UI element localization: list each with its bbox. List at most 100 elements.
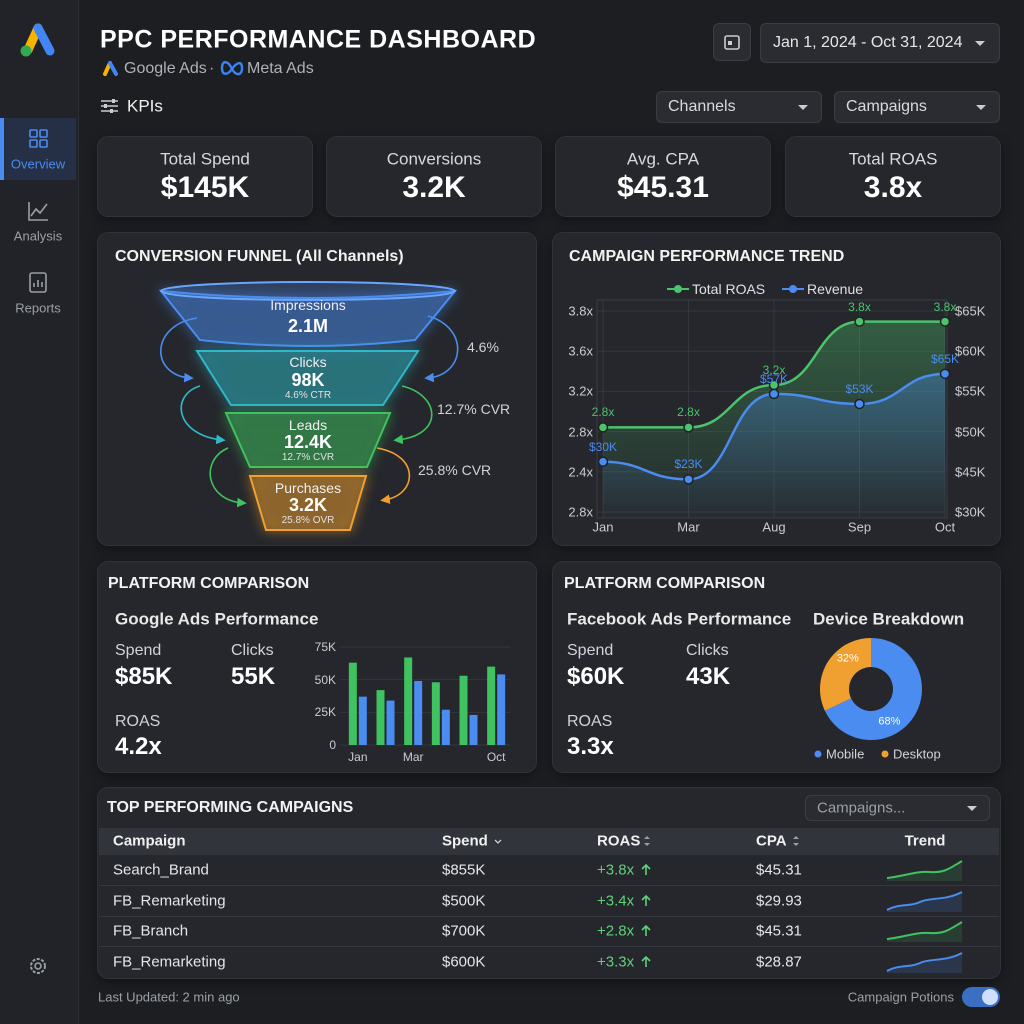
kpi-label: Total ROAS (848, 149, 938, 169)
y2-tick-label: $55K (955, 383, 986, 399)
toggle-label: Campaign Potions (847, 989, 954, 1005)
kpi-value: 3.2K (402, 171, 466, 204)
table-cell: $500K (442, 892, 486, 910)
kpi-value: $45.31 (617, 171, 709, 204)
stage-name: Purchases (274, 480, 342, 496)
nav-item[interactable]: Overview (10, 156, 66, 172)
y2-tick-label: $60K (955, 343, 986, 359)
legend-label: Mobile (826, 746, 865, 762)
legend-label: Total ROAS (692, 281, 766, 297)
stage-value: 98K (291, 370, 325, 390)
column-header: Campaign (113, 832, 186, 850)
card-title: CAMPAIGN PERFORMANCE TREND (569, 248, 845, 265)
channels-dropdown[interactable] (656, 91, 822, 123)
table-cell: +2.8x (597, 922, 635, 940)
data-label: $30K (588, 439, 618, 454)
sidebar-selected (0, 118, 76, 180)
kpi-card (327, 137, 541, 216)
metric-label: Clicks (231, 642, 274, 659)
table-search-dropdown[interactable] (805, 795, 990, 821)
x-tick-label: Sep (847, 519, 872, 535)
metric-label: Spend (567, 642, 614, 659)
data-label: 3.8x (848, 299, 871, 314)
y-tick-label: 50K (314, 672, 336, 687)
data-label: $23K (674, 457, 703, 472)
table-cell: +3.3x (597, 953, 635, 971)
platform-card (553, 562, 1000, 772)
data-label: 3.2x (762, 363, 786, 378)
stage-rate: 25.8% OVR (281, 515, 335, 526)
kpi-card (98, 137, 312, 216)
date-range[interactable]: Jan 1, 2024 - Oct 31, 2024 (773, 34, 963, 51)
y-tick-label: 2.8x (568, 504, 593, 520)
column-header[interactable]: ROAS (597, 832, 641, 850)
toggle-knob (982, 989, 998, 1005)
stage-name: Leads (288, 417, 328, 433)
calendar-button[interactable] (713, 23, 751, 61)
x-tick-label: Oct (934, 519, 956, 535)
y-tick-label: 3.6x (568, 343, 593, 359)
metric-value: $85K (115, 663, 173, 690)
nav-item[interactable]: Analysis (13, 228, 63, 244)
row-divider (99, 885, 999, 886)
table-cell: +3.8x (597, 861, 635, 879)
trend-card (553, 233, 1000, 545)
kpi-value: $145K (160, 171, 250, 204)
table-header-bar (99, 828, 999, 855)
x-tick-label: Mar (402, 750, 424, 764)
dropdown-label[interactable]: Channels (668, 98, 736, 115)
date-range-dropdown[interactable] (760, 23, 1000, 63)
table-cell: $45.31 (756, 922, 802, 940)
kpi-label: Conversions (386, 149, 482, 169)
dashboard-title: PPC PERFORMANCE DASHBOARD (100, 25, 537, 54)
data-label: $65K (930, 351, 960, 366)
filter-icon (112, 99, 115, 103)
table-cell: Search_Brand (113, 861, 209, 879)
card-subtitle: Google Ads Performance (115, 609, 319, 629)
platform-name: Google Ads (124, 60, 207, 77)
data-label: $57K (759, 371, 789, 386)
table-cell: $600K (442, 953, 486, 971)
table-cell: $29.93 (756, 892, 802, 910)
x-tick-label: Mar (677, 519, 700, 535)
legend-label: Revenue (807, 281, 864, 297)
stage-rate: 4.6% CTR (284, 390, 332, 401)
data-label: $53K (845, 381, 874, 396)
y-tick-label: 2.8x (568, 424, 593, 440)
stage-value: 2.1M (287, 316, 329, 336)
metric-value: 4.2x (115, 733, 162, 760)
data-label: 2.8x (591, 405, 615, 420)
table-cell: $45.31 (756, 861, 802, 879)
row-divider (99, 946, 999, 947)
x-tick-label: Oct (486, 750, 506, 764)
filter-icon (110, 109, 113, 113)
metric-label: ROAS (567, 713, 613, 730)
dropdown-label[interactable]: Campaigns (846, 98, 927, 115)
conversion-rate: 12.7% CVR (437, 401, 511, 417)
platform-name: Meta Ads (247, 60, 314, 77)
table-cell: +3.4x (597, 892, 635, 910)
stage-value: 12.4K (283, 432, 333, 452)
stage-name: Impressions (270, 297, 346, 313)
filter-icon (104, 104, 107, 108)
metric-value: 3.3x (567, 733, 614, 760)
stage-value: 3.2K (288, 495, 328, 515)
google-ads-icon (108, 61, 118, 76)
column-header[interactable]: CPA (756, 832, 787, 850)
table-cell: FB_Remarketing (113, 892, 226, 910)
campaigns-dropdown[interactable] (834, 91, 1000, 123)
metric-label: Clicks (686, 642, 729, 659)
nav-item[interactable]: Reports (15, 300, 61, 316)
card-title: PLATFORM COMPARISON (108, 575, 310, 592)
conversion-rate: 25.8% CVR (418, 462, 492, 478)
metric-label: ROAS (115, 713, 161, 730)
data-label: 3.8x (933, 299, 957, 314)
kpi-value: 3.8x (863, 171, 923, 204)
separator: · (209, 60, 215, 77)
y2-tick-label: $30K (955, 504, 986, 520)
column-header[interactable]: Spend (442, 832, 488, 850)
search-placeholder[interactable]: Campaigns... (817, 799, 906, 817)
metric-value: $60K (567, 663, 625, 690)
kpi-card (556, 137, 770, 216)
y-tick-label: 0 (329, 738, 336, 752)
